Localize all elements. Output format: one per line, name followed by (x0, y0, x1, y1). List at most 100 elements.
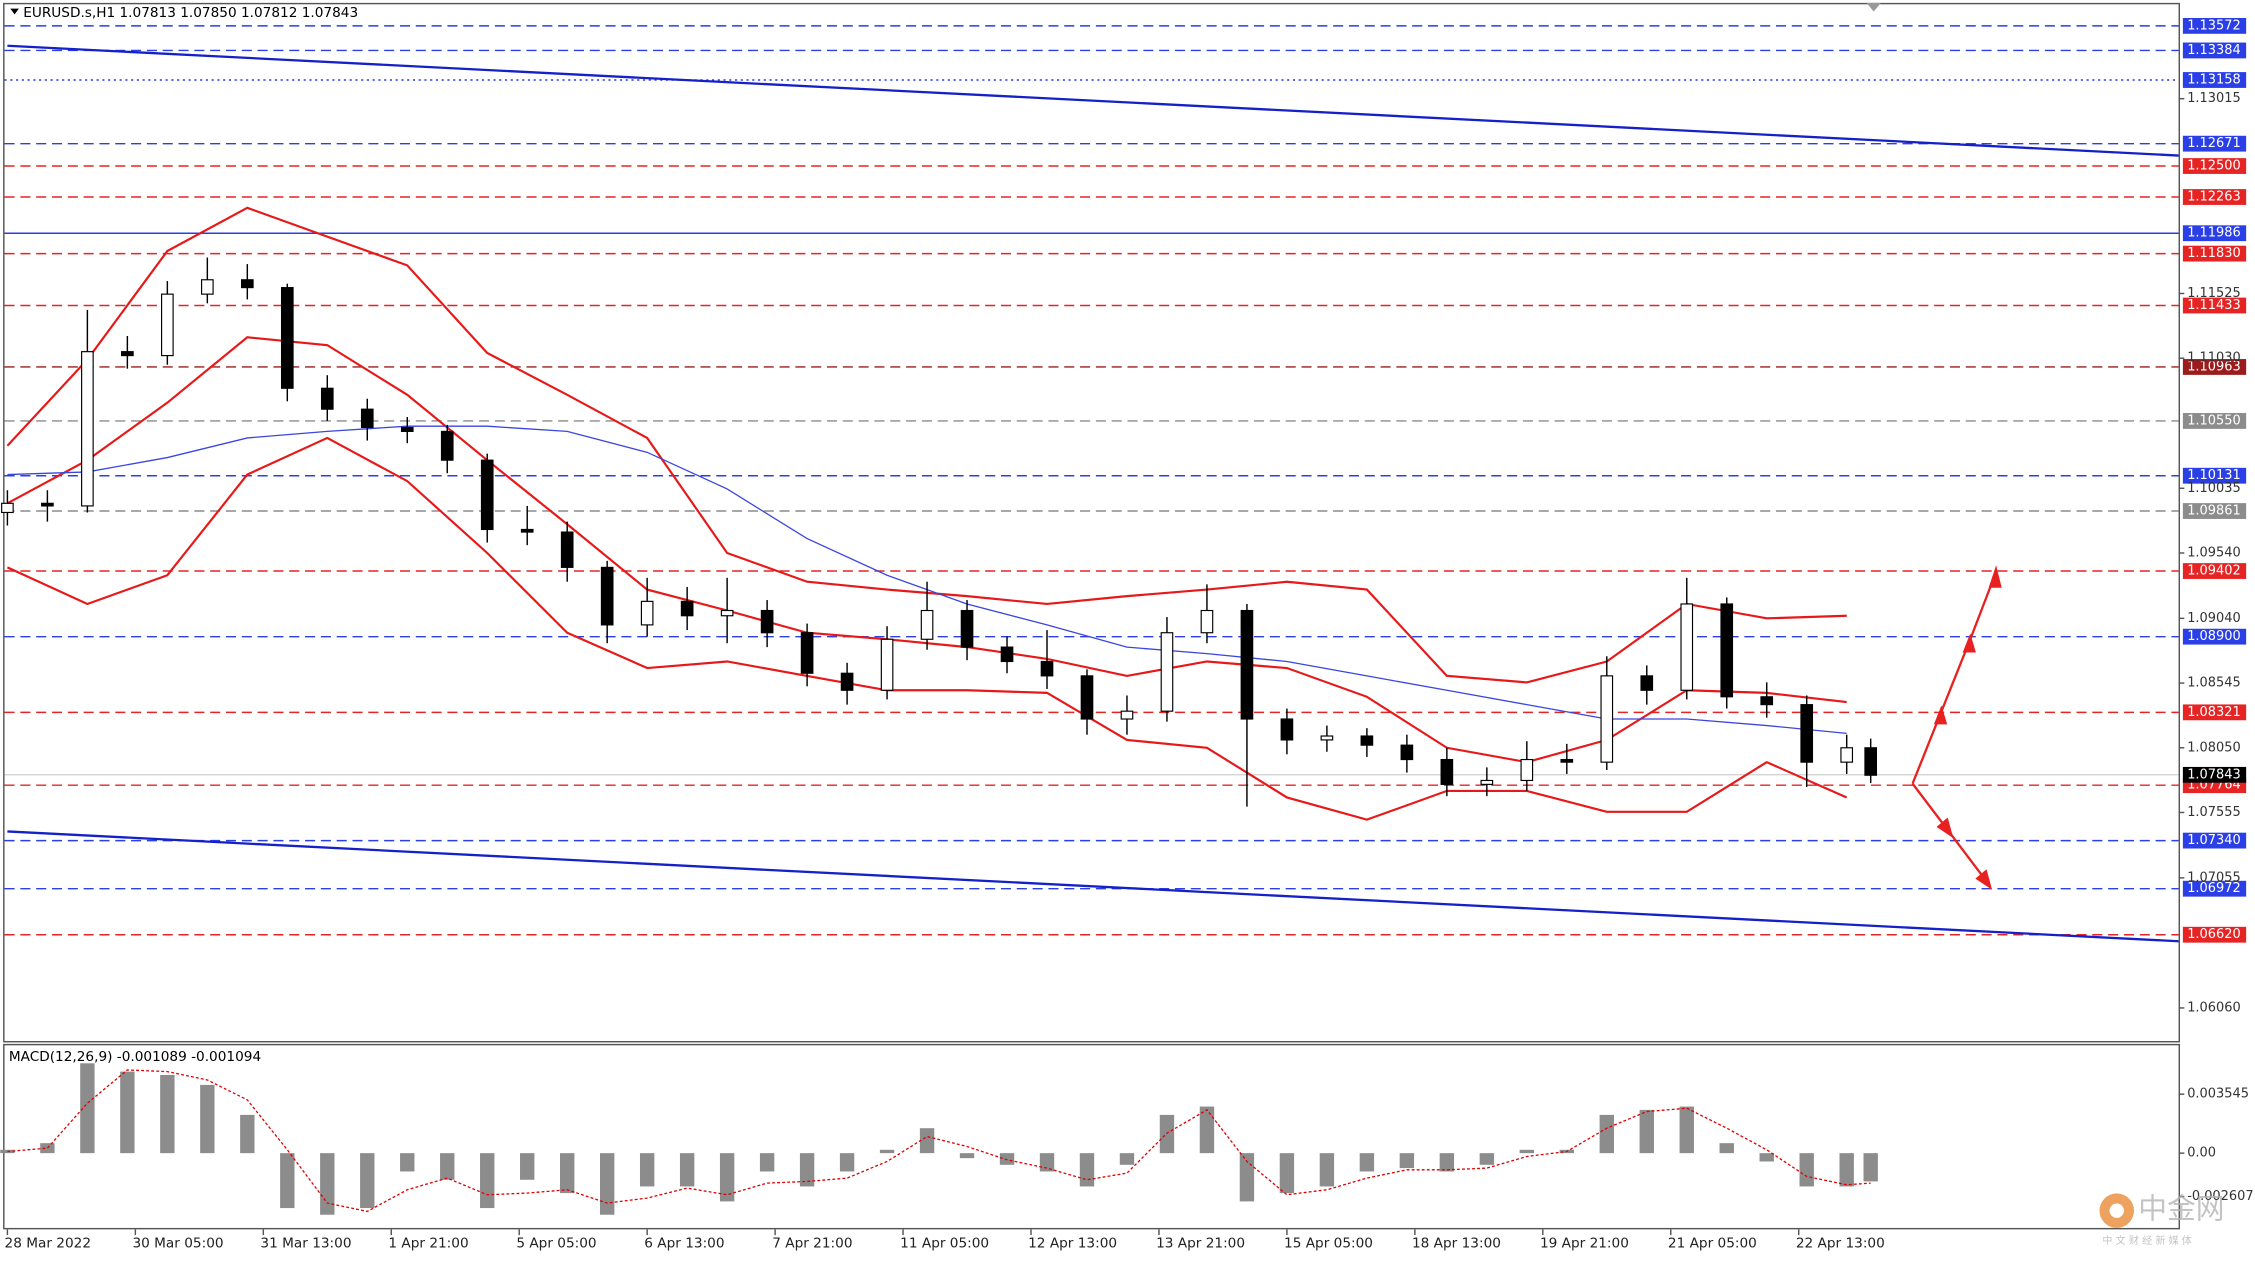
candle-body (1720, 603, 1734, 698)
candle-body (121, 351, 134, 357)
level-label: 1.09402 (2187, 564, 2241, 579)
candle-body (1520, 758, 1534, 782)
x-tick-label: 12 Apr 13:00 (1028, 1236, 1117, 1252)
level-label-box (2182, 135, 2247, 152)
x-tick-label: 31 Mar 13:00 (260, 1236, 351, 1252)
macd-bar (999, 1153, 1015, 1165)
watermark-logo (2109, 1203, 2124, 1218)
macd-bar (1639, 1109, 1654, 1154)
macd-bar (280, 1153, 295, 1209)
macd-y-tick-label: 0.00 (2187, 1146, 2216, 1161)
y-tick-label: 1.13015 (2187, 91, 2241, 106)
watermark-tagline: 中 文 财 经 新 媒 体 (2102, 1234, 2192, 1247)
level-label: 1.08900 (2187, 629, 2241, 644)
y-tick-label: 1.06060 (2187, 1000, 2241, 1015)
macd-bar (879, 1149, 895, 1154)
level-label-box (2182, 832, 2247, 849)
x-tick-label: 18 Apr 13:00 (1412, 1236, 1501, 1252)
macd-bar (1199, 1106, 1215, 1154)
level-label: 1.13158 (2187, 73, 2241, 88)
macd-bar (200, 1084, 215, 1154)
macd-bar (1359, 1153, 1375, 1172)
arrow-up (1911, 571, 1998, 785)
candle-body (440, 430, 454, 461)
level-label: 1.11830 (2187, 246, 2241, 261)
watermark-name: 中金网 (2138, 1192, 2224, 1226)
macd-bar (360, 1153, 375, 1209)
level-label-box (2182, 413, 2247, 429)
trendline (7, 44, 2179, 157)
x-tick-label: 13 Apr 21:00 (1156, 1236, 1245, 1252)
macd-bar (240, 1114, 255, 1154)
y-tick-label: 1.08545 (2187, 676, 2241, 691)
macd-bar (1039, 1153, 1055, 1172)
x-tick-label: 21 Apr 05:00 (1668, 1236, 1757, 1252)
arrow-head (1933, 705, 1948, 725)
level-label: 1.12500 (2187, 159, 2241, 174)
macd-bar (1799, 1153, 1814, 1187)
level-label-box (2182, 704, 2247, 721)
macd-bar (1279, 1153, 1295, 1194)
candle-body (600, 566, 614, 626)
candle-body (1240, 609, 1254, 720)
candle-body (960, 609, 974, 648)
candle-body (1600, 675, 1614, 763)
x-tick-label: 1 Apr 21:00 (388, 1236, 468, 1252)
level-label-box (2182, 467, 2247, 484)
macd-bar (160, 1074, 175, 1154)
candle-body (480, 459, 494, 531)
level-label-box (2182, 245, 2247, 262)
level-label-box (2182, 880, 2247, 897)
candle-body (1864, 747, 1878, 776)
macd-bar (1399, 1153, 1415, 1169)
candle-body (1560, 758, 1574, 763)
level-label: 1.12263 (2187, 190, 2241, 205)
x-tick-label: 30 Mar 05:00 (132, 1236, 223, 1252)
y-tick-label: 1.09540 (2187, 545, 2241, 560)
main-panel (3, 2, 2181, 1043)
level-label-box (2182, 628, 2247, 645)
level-label: 1.11433 (2187, 298, 2241, 313)
macd-bar (919, 1128, 935, 1154)
y-tick-label: 1.09040 (2187, 611, 2241, 626)
projection-arrows (1911, 565, 2002, 890)
current-price-box (2182, 766, 2247, 783)
macd-y-tick-label: -0.002607 (2187, 1189, 2253, 1204)
watermark: 中金网 中 文 财 经 新 媒 体 (2099, 1192, 2225, 1247)
candle-body (1080, 675, 1094, 720)
arrow-head (1962, 633, 1976, 653)
x-tick-label: 6 Apr 13:00 (644, 1236, 724, 1252)
candle-body (640, 600, 654, 626)
x-tick-label: 19 Apr 21:00 (1540, 1236, 1629, 1252)
arrow-head (1988, 565, 2002, 588)
macd-bar (959, 1153, 975, 1159)
arrow-head (1975, 869, 1993, 890)
candle-body (1, 502, 14, 514)
candle-body (560, 531, 574, 568)
macd-bar (400, 1153, 415, 1172)
macd-bar (40, 1143, 55, 1154)
macd-bar (1319, 1153, 1335, 1187)
candle-layer (1, 257, 1878, 807)
level-label-box (2182, 563, 2247, 579)
x-tick-label: 7 Apr 21:00 (772, 1236, 852, 1252)
candle-body (1120, 710, 1134, 720)
macd-bar (440, 1153, 455, 1180)
macd-bar (1479, 1153, 1495, 1165)
candle-body (1760, 696, 1774, 706)
chart-title: EURUSD.s,H1 1.07813 1.07850 1.07812 1.07… (23, 5, 358, 21)
candle-body (520, 528, 534, 533)
y-tick-label: 1.07055 (2187, 870, 2241, 885)
macd-bar (80, 1063, 95, 1154)
level-label: 1.12671 (2187, 136, 2241, 151)
macd-y-tick-label: 0.003545 (2187, 1087, 2249, 1102)
candle-body (720, 609, 734, 617)
candle-body (400, 426, 414, 432)
candle-body (320, 387, 334, 410)
candle-body (1400, 744, 1414, 761)
candle-body (760, 609, 774, 634)
macd-bar (1719, 1143, 1734, 1154)
macd-layer (0, 1063, 1878, 1215)
level-label: 1.13572 (2187, 18, 2241, 33)
